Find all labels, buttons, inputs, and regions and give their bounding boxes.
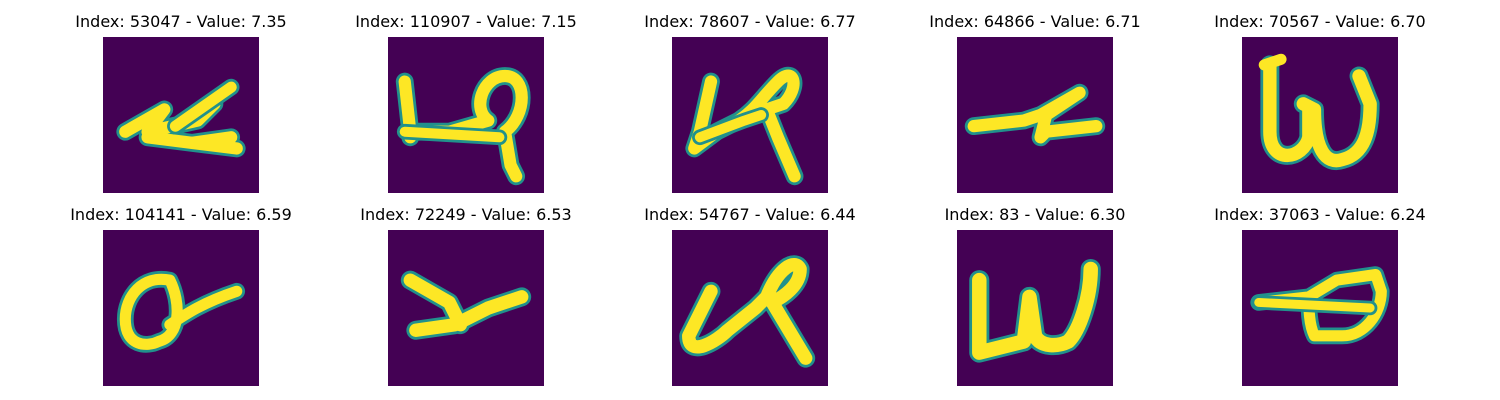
handwritten-glyph: [103, 230, 259, 386]
digit-image-panel: [388, 37, 544, 193]
panel-title: Index: 78607 - Value: 6.77: [644, 12, 856, 31]
panel-title: Index: 37063 - Value: 6.24: [1214, 205, 1426, 224]
panel-title: Index: 64866 - Value: 6.71: [929, 12, 1141, 31]
digit-image-panel: [957, 37, 1113, 193]
digit-image-panel: [1242, 37, 1398, 193]
handwritten-glyph: [103, 37, 259, 193]
digit-image-panel: [672, 37, 828, 193]
panel-title: Index: 54767 - Value: 6.44: [644, 205, 856, 224]
handwritten-glyph: [957, 230, 1113, 386]
handwritten-glyph: [672, 37, 828, 193]
panel-title: Index: 83 - Value: 6.30: [944, 205, 1126, 224]
handwritten-glyph: [1242, 37, 1398, 193]
digit-image-panel: [1242, 230, 1398, 386]
handwritten-glyph: [388, 230, 544, 386]
digit-image-panel: [672, 230, 828, 386]
handwritten-glyph: [672, 230, 828, 386]
handwritten-glyph: [1242, 230, 1398, 386]
panel-title: Index: 110907 - Value: 7.15: [355, 12, 577, 31]
panel-title: Index: 70567 - Value: 6.70: [1214, 12, 1426, 31]
panel-title: Index: 104141 - Value: 6.59: [70, 205, 292, 224]
digit-image-panel: [957, 230, 1113, 386]
digit-image-panel: [388, 230, 544, 386]
panel-title: Index: 53047 - Value: 7.35: [75, 12, 287, 31]
digit-image-panel: [103, 37, 259, 193]
panel-title: Index: 72249 - Value: 6.53: [360, 205, 572, 224]
digit-image-panel: [103, 230, 259, 386]
handwritten-glyph: [957, 37, 1113, 193]
handwritten-glyph: [388, 37, 544, 193]
